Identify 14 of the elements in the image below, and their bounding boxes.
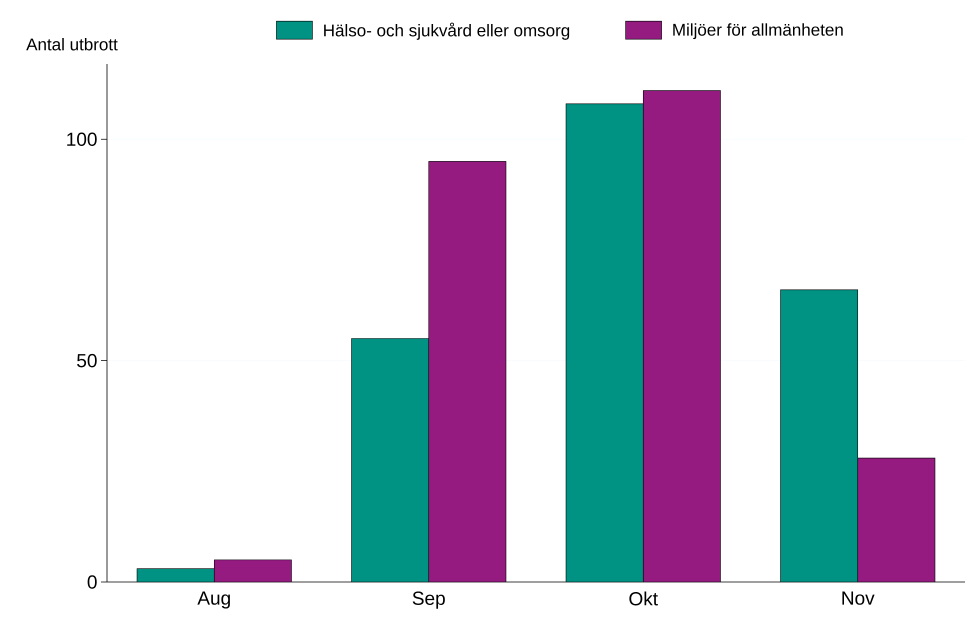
x-tick-label: Sep: [412, 592, 445, 609]
y-tick-label: 0: [88, 575, 97, 589]
bar: [428, 161, 506, 582]
y-tick-label: 50: [77, 354, 97, 368]
bar: [214, 560, 292, 582]
x-tick-label: Aug: [197, 592, 230, 609]
y-axis-title: Antal utbrott: [26, 38, 118, 50]
legend-label: Hälso- och sjukvård eller omsorg: [324, 22, 570, 40]
y-tick-label: 100: [67, 132, 97, 146]
legend-label: Miljöer för allmänheten: [673, 23, 843, 40]
x-tick-label: Nov: [842, 592, 875, 605]
bar: [642, 90, 721, 582]
x-tick-label: Okt: [629, 592, 658, 606]
bar: [857, 458, 936, 582]
